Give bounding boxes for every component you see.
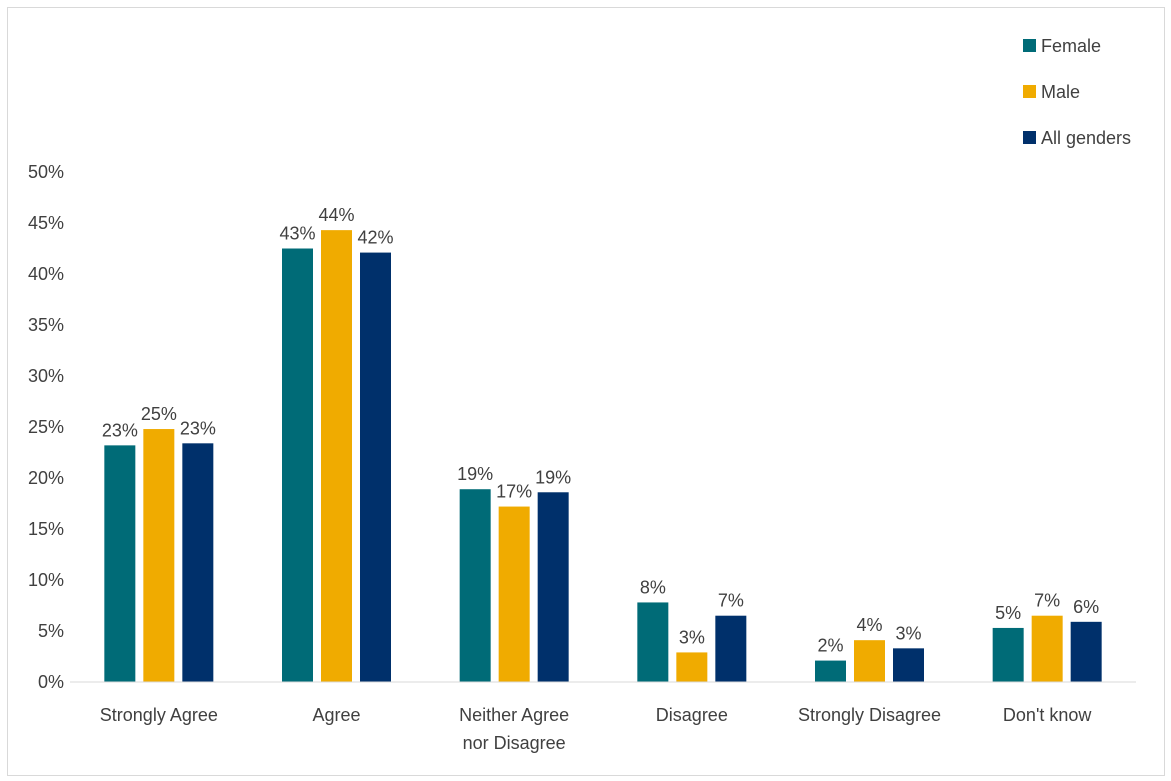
x-tick-label: Disagree <box>656 705 728 725</box>
x-tick-label: Agree <box>312 705 360 725</box>
y-tick-label: 45% <box>28 213 64 233</box>
bar <box>1070 621 1102 682</box>
y-tick-label: 25% <box>28 417 64 437</box>
y-tick-label: 30% <box>28 366 64 386</box>
data-label: 25% <box>141 404 177 424</box>
data-label: 23% <box>180 418 216 438</box>
bar <box>360 252 391 682</box>
legend-swatch <box>1023 131 1036 144</box>
y-axis: 0% 5% 10% 15% 20% 25% 30% 35% 40% 45% 50% <box>28 162 64 692</box>
data-label: 19% <box>535 467 571 487</box>
data-label: 4% <box>856 615 882 635</box>
legend-label: Female <box>1041 36 1101 56</box>
y-tick-label: 35% <box>28 315 64 335</box>
bar <box>537 492 569 682</box>
bar <box>637 602 669 682</box>
y-tick-label: 10% <box>28 570 64 590</box>
legend-swatch <box>1023 39 1036 52</box>
y-tick-label: 15% <box>28 519 64 539</box>
bar <box>893 648 924 682</box>
bar <box>815 660 846 682</box>
data-labels: 23%25%23% 43%44%42% 19%17%19% 8% 3% 7% 2% 4% 3% 5… <box>102 205 1099 655</box>
x-tick-label: nor Disagree <box>463 733 566 753</box>
bar <box>854 640 885 682</box>
data-label: 42% <box>357 228 393 248</box>
bar <box>104 445 136 682</box>
x-tick-label: Don't know <box>1003 705 1092 725</box>
x-tick-label: Neither Agree <box>459 705 569 725</box>
data-label: 2% <box>817 636 843 656</box>
bar <box>321 230 352 682</box>
legend-label: Male <box>1041 82 1080 102</box>
data-label: 17% <box>496 482 532 502</box>
bar <box>715 615 747 682</box>
legend: Female Male All genders <box>1023 36 1131 148</box>
bar <box>182 443 214 682</box>
bar <box>143 429 175 682</box>
data-label: 7% <box>1034 591 1060 611</box>
data-label: 7% <box>718 591 744 611</box>
bar <box>498 506 530 682</box>
y-tick-label: 40% <box>28 264 64 284</box>
data-label: 6% <box>1073 597 1099 617</box>
y-tick-label: 5% <box>38 621 64 641</box>
data-label: 19% <box>457 464 493 484</box>
bar <box>992 627 1024 682</box>
x-axis: Strongly Agree Agree Neither Agree nor Disa… <box>100 705 1093 753</box>
data-label: 5% <box>995 603 1021 623</box>
data-label: 3% <box>679 627 705 647</box>
data-label: 44% <box>318 205 354 225</box>
bar <box>459 489 491 682</box>
data-label: 3% <box>895 623 921 643</box>
legend-label: All genders <box>1041 128 1131 148</box>
bars <box>104 230 1102 682</box>
y-tick-label: 50% <box>28 162 64 182</box>
y-tick-label: 20% <box>28 468 64 488</box>
bar <box>676 652 708 682</box>
data-label: 23% <box>102 420 138 440</box>
legend-swatch <box>1023 85 1036 98</box>
x-tick-label: Strongly Disagree <box>798 705 941 725</box>
y-tick-label: 0% <box>38 672 64 692</box>
bar <box>1031 615 1063 682</box>
data-label: 43% <box>279 224 315 244</box>
data-label: 8% <box>640 577 666 597</box>
bar <box>282 248 313 682</box>
x-tick-label: Strongly Agree <box>100 705 218 725</box>
